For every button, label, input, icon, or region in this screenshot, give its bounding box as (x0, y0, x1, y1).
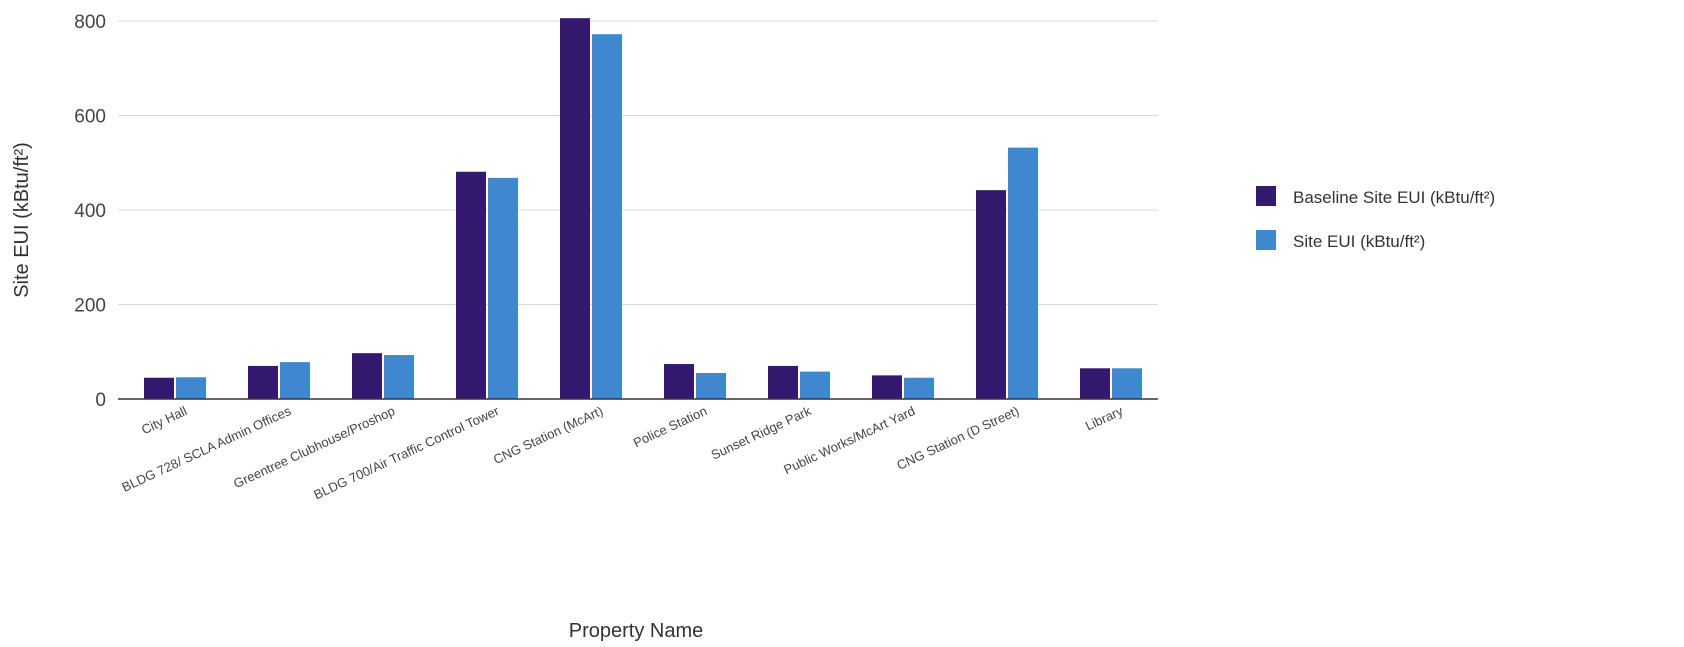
bar-baseline-site-eui (976, 190, 1006, 399)
bar-baseline-site-eui (768, 365, 798, 399)
x-tick-label: Library (1083, 403, 1126, 434)
bar-site-eui (800, 371, 830, 399)
y-axis-title: Site EUI (kBtu/ft²) (11, 142, 33, 298)
bars (144, 18, 1142, 399)
y-tick-label: 600 (74, 107, 106, 128)
legend-label: Site EUI (kBtu/ft²) (1293, 232, 1425, 251)
bar-baseline-site-eui (872, 375, 902, 399)
x-tick-label: City Hall (139, 403, 189, 437)
bar-site-eui (1112, 368, 1142, 399)
x-tick-label: Sunset Ridge Park (709, 403, 814, 463)
bar-site-eui (904, 377, 934, 399)
x-tick-label: Police Station (631, 403, 709, 450)
y-tick-label: 400 (74, 201, 106, 222)
legend-label: Baseline Site EUI (kBtu/ft²) (1293, 188, 1495, 207)
bar-site-eui (176, 377, 206, 399)
x-tick-label: BLDG 700/Air Traffic Control Tower (311, 403, 502, 502)
legend: Baseline Site EUI (kBtu/ft²) Site EUI (kB… (1256, 186, 1495, 251)
x-tick-label: Greentree Clubhouse/Proshop (231, 403, 397, 491)
bar-site-eui (384, 355, 414, 399)
bar-site-eui (592, 34, 622, 399)
bar-baseline-site-eui (1080, 368, 1110, 399)
y-tick-label: 200 (74, 296, 106, 317)
bar-site-eui (696, 373, 726, 399)
legend-swatch (1256, 230, 1276, 250)
bar-baseline-site-eui (664, 364, 694, 399)
bar-baseline-site-eui (456, 171, 486, 399)
bar-baseline-site-eui (248, 365, 278, 399)
x-tick-label: CNG Station (McArt) (491, 403, 605, 467)
y-tick-label: 0 (95, 390, 106, 411)
bar-site-eui (488, 177, 518, 399)
bar-site-eui (280, 362, 310, 399)
bar-site-eui (1008, 147, 1038, 399)
bar-baseline-site-eui (144, 377, 174, 399)
x-tick-label: BLDG 728/ SCLA Admin Offices (119, 403, 293, 495)
bar-baseline-site-eui (352, 353, 382, 399)
y-tick-label: 800 (74, 12, 106, 33)
legend-swatch (1256, 186, 1276, 206)
bar-baseline-site-eui (560, 18, 590, 399)
x-axis-title: Property Name (569, 620, 704, 642)
